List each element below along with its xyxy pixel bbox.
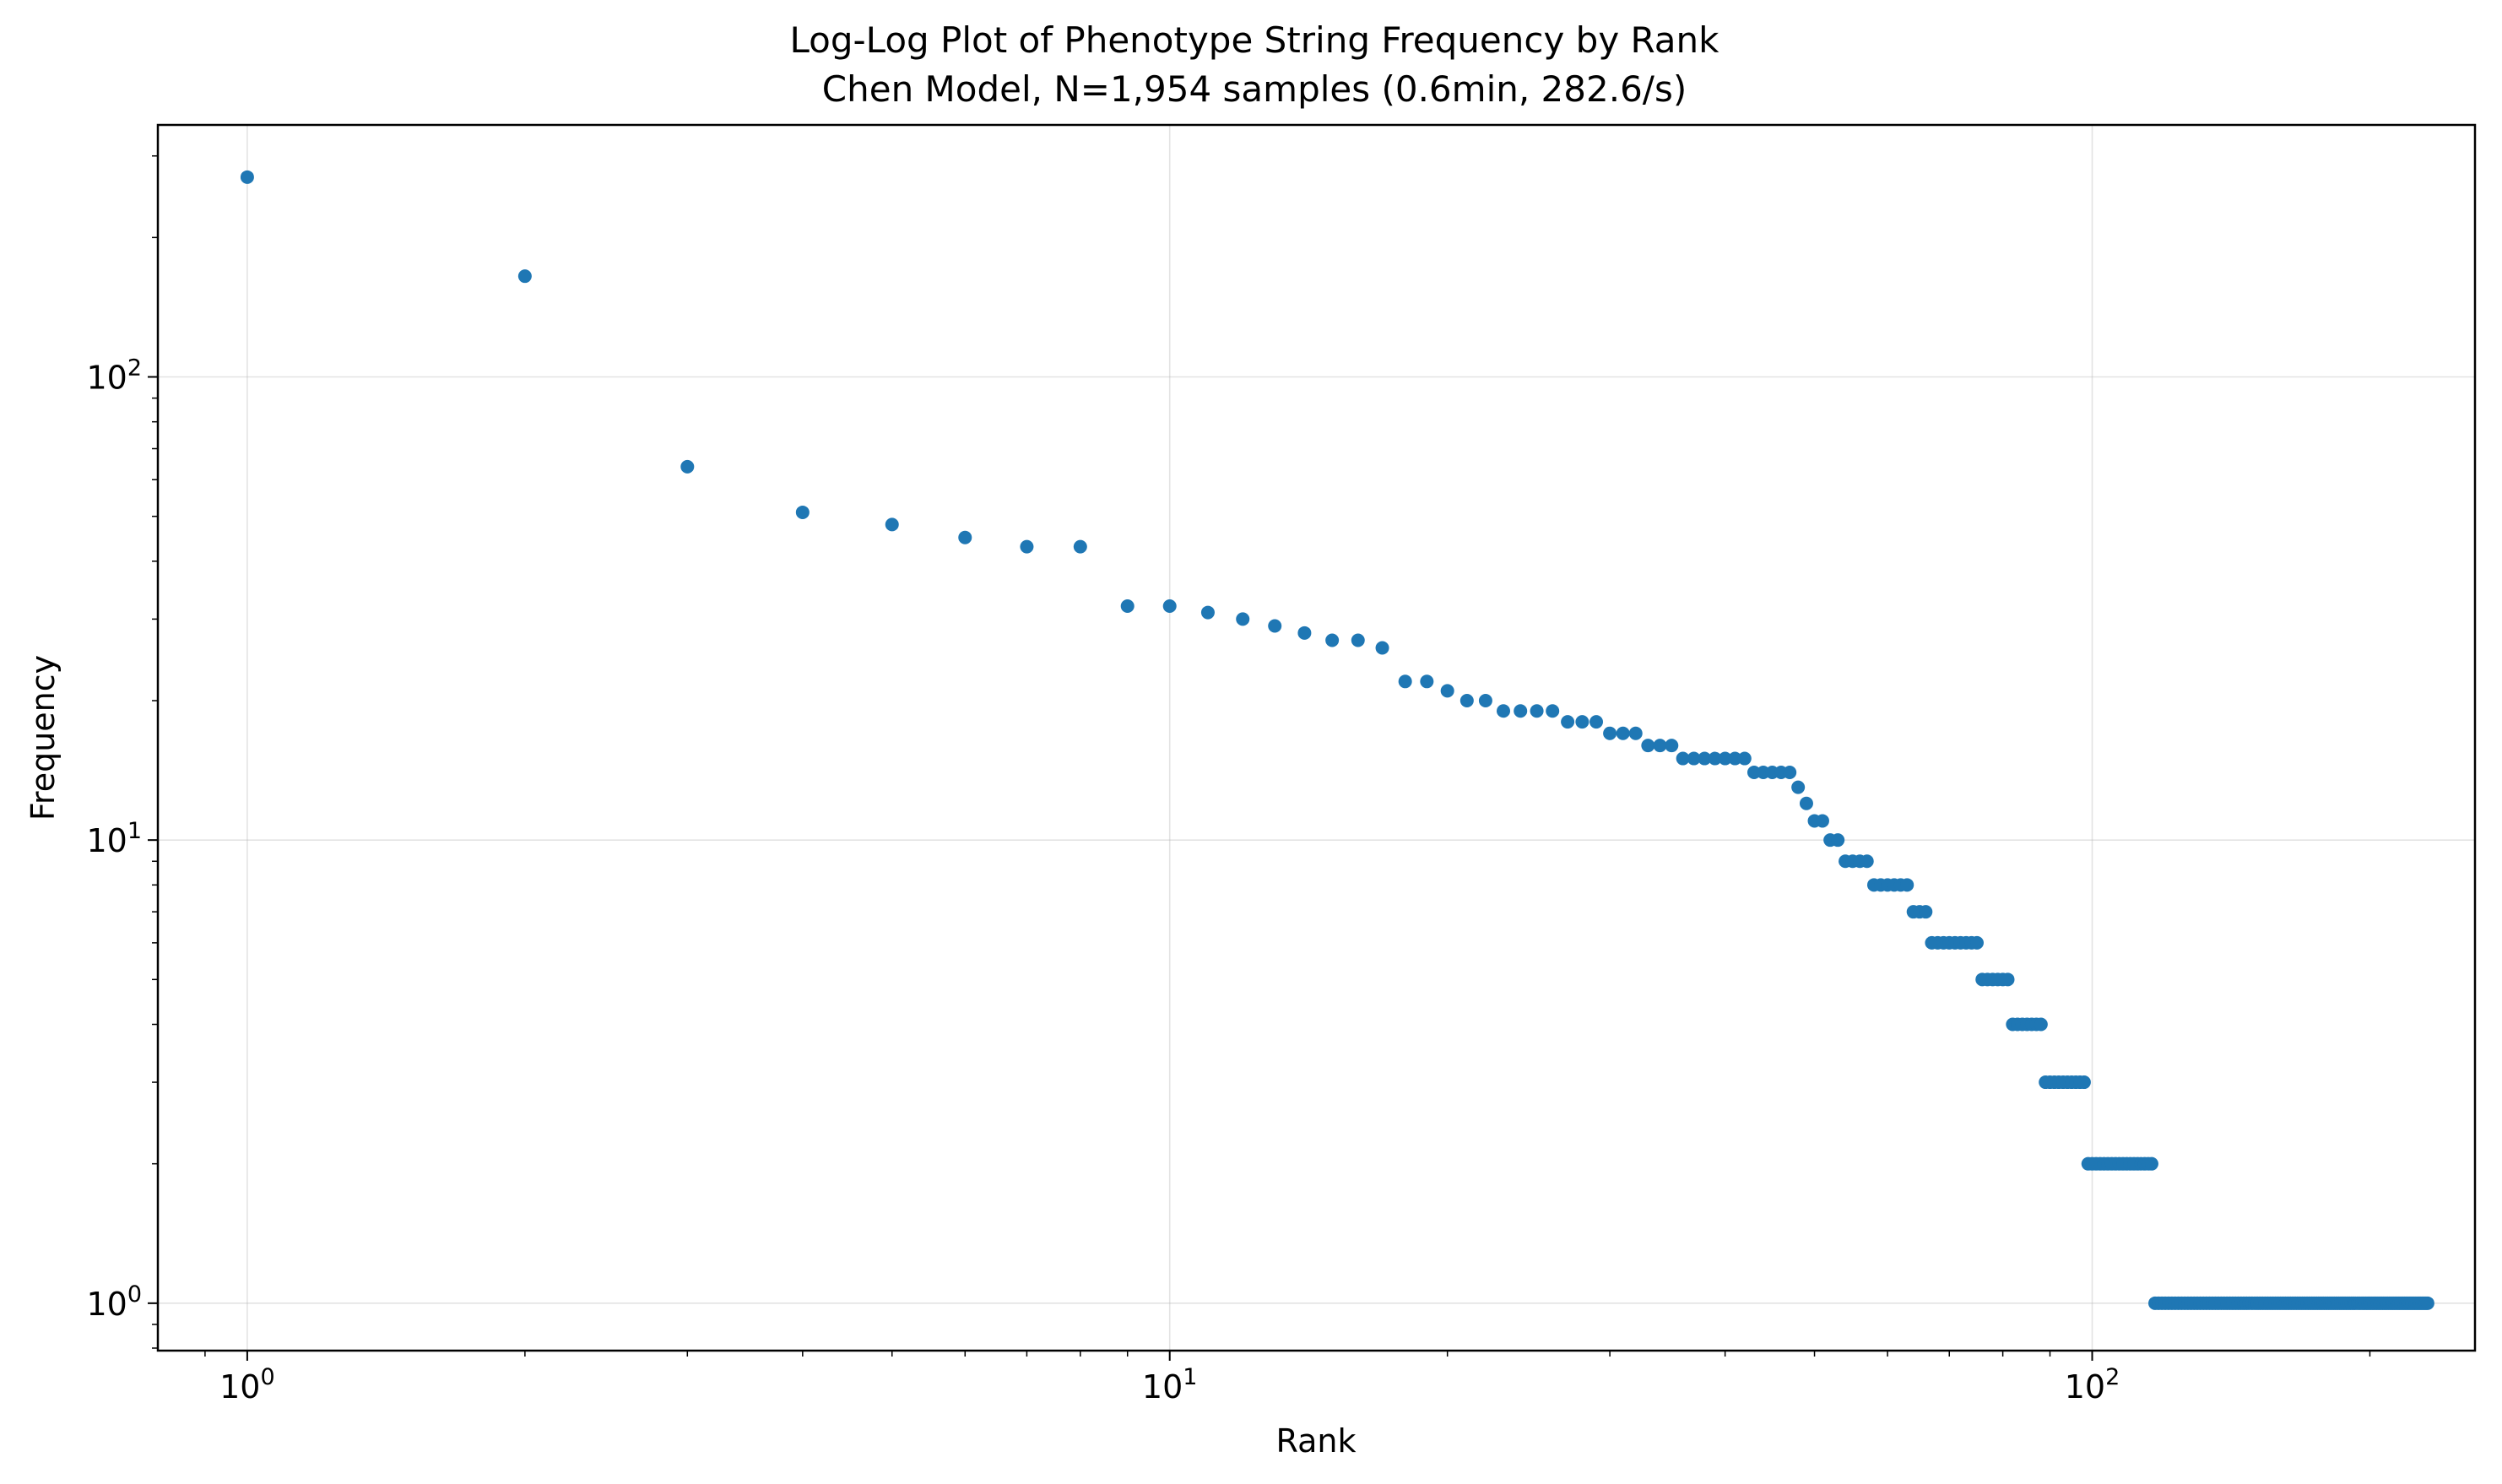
x-tick-labels: 100 101 102 [219, 1364, 2120, 1405]
data-point [1460, 694, 1474, 708]
data-point [1698, 751, 1712, 766]
y-tick-label: 101 [86, 818, 142, 859]
data-point [1799, 796, 1813, 810]
x-tick-label: 101 [1142, 1364, 1198, 1405]
data-point [1603, 726, 1617, 740]
data-point [1900, 878, 1914, 892]
x-axis-label: Rank [1276, 1422, 1357, 1460]
data-point [1589, 715, 1604, 729]
data-point [1737, 751, 1752, 766]
data-point [1020, 539, 1034, 554]
data-point [1325, 633, 1340, 647]
data-point [1728, 751, 1742, 766]
data-point [1969, 935, 1984, 950]
data-point [1073, 539, 1087, 554]
data-point [885, 517, 899, 532]
plot-area-frame [156, 123, 2477, 1352]
data-point [1616, 726, 1630, 740]
data-point [1120, 599, 1135, 614]
data-point [1653, 739, 1667, 753]
data-point [1200, 605, 1215, 620]
x-tick-label: 100 [219, 1364, 275, 1405]
data-point [680, 459, 695, 474]
y-tick-labels: 100 101 102 [86, 355, 142, 1323]
chart-title: Log-Log Plot of Phenotype String Frequen… [790, 19, 1720, 61]
data-point [1440, 684, 1454, 698]
y-axis-label: Frequency [24, 655, 62, 821]
data-point [1575, 715, 1589, 729]
data-point [1791, 780, 1806, 794]
data-point [1162, 599, 1177, 614]
data-point [1420, 674, 1434, 689]
data-point [958, 530, 972, 544]
data-point [1546, 704, 1560, 718]
data-point [1530, 704, 1544, 718]
data-point [1687, 751, 1701, 766]
data-point [1641, 739, 1655, 753]
data-point [1561, 715, 1575, 729]
data-point [2001, 972, 2015, 987]
data-point [1628, 726, 1643, 740]
data-point [240, 170, 254, 184]
data-point [1708, 751, 1722, 766]
data-point [1297, 626, 1312, 640]
data-point [1478, 694, 1492, 708]
data-point [1783, 765, 1797, 779]
data-point [2034, 1017, 2048, 1032]
major-ticks [148, 376, 2093, 1361]
x-tick-label: 102 [2065, 1364, 2120, 1405]
grid [158, 125, 2475, 1351]
data-points [240, 170, 2434, 1310]
data-point [1375, 641, 1389, 655]
data-point [1860, 854, 1874, 869]
data-point [1398, 674, 1412, 689]
data-point [517, 269, 532, 284]
data-point [1919, 905, 1933, 919]
data-point [1665, 739, 1679, 753]
chart-subtitle: Chen Model, N=1,954 samples (0.6min, 282… [822, 68, 1687, 110]
data-point [795, 505, 810, 519]
data-point [1676, 751, 1690, 766]
y-tick-label: 100 [86, 1281, 142, 1323]
data-point [1268, 619, 1282, 633]
data-point [1831, 833, 1845, 848]
data-point [1815, 814, 1829, 828]
data-point [2144, 1156, 2158, 1171]
data-point [1718, 751, 1732, 766]
data-point [1236, 612, 1250, 626]
data-point [2077, 1075, 2091, 1090]
y-tick-label: 102 [86, 355, 142, 397]
data-point [1514, 704, 1528, 718]
data-point [1497, 704, 1511, 718]
data-point [1351, 633, 1365, 647]
data-point [2420, 1296, 2434, 1310]
